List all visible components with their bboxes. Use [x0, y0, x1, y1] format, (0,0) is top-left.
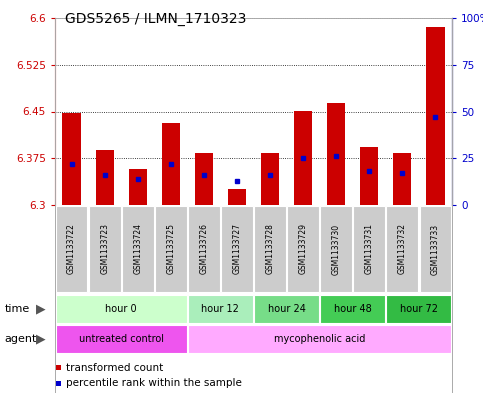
Bar: [89, 206, 120, 292]
Bar: [426, 28, 444, 205]
Text: GSM1133731: GSM1133731: [365, 224, 374, 274]
Text: ▶: ▶: [36, 303, 46, 316]
Text: GDS5265 / ILMN_1710323: GDS5265 / ILMN_1710323: [65, 12, 246, 26]
Bar: [188, 325, 451, 353]
Text: hour 0: hour 0: [105, 304, 137, 314]
Text: hour 48: hour 48: [334, 304, 371, 314]
Bar: [393, 153, 412, 205]
Bar: [188, 206, 220, 292]
Bar: [386, 206, 418, 292]
Text: GSM1133728: GSM1133728: [266, 224, 274, 274]
Text: GSM1133729: GSM1133729: [298, 224, 308, 274]
Bar: [195, 153, 213, 205]
Bar: [128, 169, 147, 205]
Bar: [221, 206, 253, 292]
Bar: [320, 295, 385, 323]
Text: GSM1133732: GSM1133732: [398, 224, 407, 274]
Bar: [56, 325, 186, 353]
Text: hour 12: hour 12: [201, 304, 240, 314]
Text: GSM1133722: GSM1133722: [67, 224, 76, 274]
Bar: [327, 103, 345, 205]
Bar: [56, 206, 87, 292]
Bar: [420, 206, 451, 292]
Text: ▶: ▶: [36, 332, 46, 345]
Bar: [254, 295, 319, 323]
Bar: [96, 150, 114, 205]
Bar: [155, 206, 186, 292]
Text: percentile rank within the sample: percentile rank within the sample: [66, 378, 242, 388]
Bar: [294, 112, 312, 205]
Bar: [287, 206, 319, 292]
Text: transformed count: transformed count: [66, 363, 163, 373]
Bar: [188, 295, 253, 323]
Bar: [62, 113, 81, 205]
Bar: [122, 206, 154, 292]
Text: untreated control: untreated control: [79, 334, 164, 344]
Text: GSM1133724: GSM1133724: [133, 224, 142, 274]
Text: agent: agent: [5, 334, 37, 344]
Text: GSM1133725: GSM1133725: [166, 224, 175, 274]
Text: time: time: [5, 304, 30, 314]
Bar: [360, 147, 378, 205]
Text: mycophenolic acid: mycophenolic acid: [274, 334, 365, 344]
Bar: [261, 153, 279, 205]
Text: GSM1133733: GSM1133733: [431, 224, 440, 275]
Text: hour 24: hour 24: [268, 304, 306, 314]
Bar: [386, 295, 451, 323]
Bar: [320, 206, 352, 292]
Bar: [254, 206, 286, 292]
Text: GSM1133727: GSM1133727: [232, 224, 242, 274]
Bar: [56, 295, 186, 323]
Bar: [354, 206, 385, 292]
Text: GSM1133726: GSM1133726: [199, 224, 208, 274]
Text: GSM1133723: GSM1133723: [100, 224, 109, 274]
Bar: [162, 123, 180, 205]
Bar: [228, 189, 246, 205]
Text: hour 72: hour 72: [400, 304, 438, 314]
Text: GSM1133730: GSM1133730: [332, 224, 341, 275]
